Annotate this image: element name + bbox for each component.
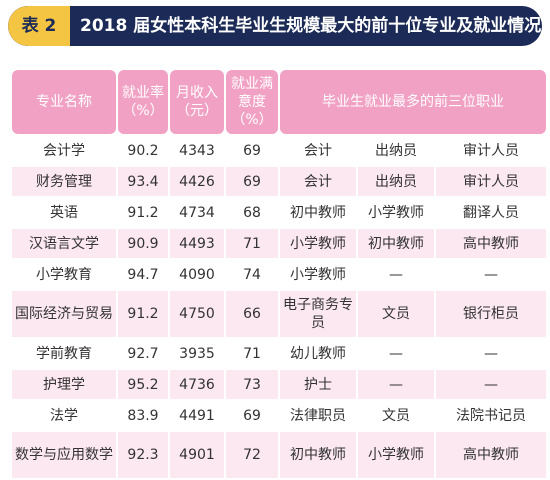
cell-occupation-2: 文员 (358, 291, 434, 337)
cell-occupation-2: — (358, 260, 434, 289)
cell-satisfaction: 71 (226, 229, 278, 258)
cell-satisfaction: 73 (226, 370, 278, 399)
cell-occupation-1: 初中教师 (280, 198, 356, 227)
cell-employment-rate: 92.3 (118, 432, 168, 478)
cell-major: 汉语言文学 (12, 229, 116, 258)
cell-employment-rate: 94.7 (118, 260, 168, 289)
table-row: 数学与应用数学 92.3 4901 72 初中教师 小学教师 高中教师 (12, 432, 546, 478)
cell-satisfaction: 68 (226, 198, 278, 227)
cell-employment-rate: 95.2 (118, 370, 168, 399)
cell-occupation-2: — (358, 370, 434, 399)
table-header-row: 专业名称 就业率（%） 月收入（元） 就业满意度（%） 毕业生就业最多的前三位职… (12, 70, 546, 134)
cell-employment-rate: 91.2 (118, 291, 168, 337)
header-top-occupations: 毕业生就业最多的前三位职业 (280, 70, 546, 134)
cell-occupation-1: 会计 (280, 167, 356, 196)
cell-major: 财务管理 (12, 167, 116, 196)
cell-major: 会计学 (12, 136, 116, 165)
cell-employment-rate: 90.9 (118, 229, 168, 258)
cell-monthly-income: 4491 (170, 401, 224, 430)
cell-occupation-1: 法律职员 (280, 401, 356, 430)
cell-occupation-3: 审计人员 (436, 167, 546, 196)
cell-satisfaction: 69 (226, 401, 278, 430)
employment-table: 专业名称 就业率（%） 月收入（元） 就业满意度（%） 毕业生就业最多的前三位职… (10, 68, 546, 480)
cell-occupation-1: 幼儿教师 (280, 339, 356, 368)
title-bar: 表 2 2018 届女性本科生毕业生规模最大的前十位专业及就业情况 (8, 6, 542, 46)
table-number-badge: 表 2 (8, 6, 70, 46)
cell-employment-rate: 93.4 (118, 167, 168, 196)
cell-satisfaction: 69 (226, 167, 278, 196)
cell-occupation-3: 银行柜员 (436, 291, 546, 337)
cell-occupation-1: 小学教师 (280, 229, 356, 258)
cell-occupation-2: 出纳员 (358, 136, 434, 165)
table-row: 护理学 95.2 4736 73 护士 — — (12, 370, 546, 399)
cell-employment-rate: 91.2 (118, 198, 168, 227)
cell-occupation-3: — (436, 339, 546, 368)
cell-major: 数学与应用数学 (12, 432, 116, 478)
cell-satisfaction: 71 (226, 339, 278, 368)
table-title: 2018 届女性本科生毕业生规模最大的前十位专业及就业情况 (80, 16, 542, 36)
cell-occupation-2: 小学教师 (358, 432, 434, 478)
cell-monthly-income: 4734 (170, 198, 224, 227)
cell-occupation-2: 初中教师 (358, 229, 434, 258)
cell-occupation-3: 审计人员 (436, 136, 546, 165)
cell-major: 英语 (12, 198, 116, 227)
header-satisfaction: 就业满意度（%） (226, 70, 278, 134)
cell-satisfaction: 74 (226, 260, 278, 289)
cell-occupation-3: 高中教师 (436, 229, 546, 258)
table-row: 国际经济与贸易 91.2 4750 66 电子商务专员 文员 银行柜员 (12, 291, 546, 337)
cell-satisfaction: 69 (226, 136, 278, 165)
cell-major: 护理学 (12, 370, 116, 399)
cell-major: 法学 (12, 401, 116, 430)
cell-monthly-income: 4750 (170, 291, 224, 337)
cell-occupation-1: 护士 (280, 370, 356, 399)
header-major: 专业名称 (12, 70, 116, 134)
cell-occupation-3: — (436, 260, 546, 289)
cell-monthly-income: 3935 (170, 339, 224, 368)
header-monthly-income: 月收入（元） (170, 70, 224, 134)
cell-monthly-income: 4343 (170, 136, 224, 165)
table-row: 法学 83.9 4491 69 法律职员 文员 法院书记员 (12, 401, 546, 430)
cell-monthly-income: 4090 (170, 260, 224, 289)
cell-occupation-3: 翻译人员 (436, 198, 546, 227)
cell-major: 小学教育 (12, 260, 116, 289)
header-employment-rate: 就业率（%） (118, 70, 168, 134)
cell-monthly-income: 4493 (170, 229, 224, 258)
cell-occupation-3: — (436, 370, 546, 399)
cell-occupation-2: — (358, 339, 434, 368)
cell-major: 学前教育 (12, 339, 116, 368)
cell-employment-rate: 83.9 (118, 401, 168, 430)
cell-employment-rate: 90.2 (118, 136, 168, 165)
cell-employment-rate: 92.7 (118, 339, 168, 368)
cell-occupation-2: 文员 (358, 401, 434, 430)
table-row: 会计学 90.2 4343 69 会计 出纳员 审计人员 (12, 136, 546, 165)
cell-occupation-1: 会计 (280, 136, 356, 165)
cell-monthly-income: 4736 (170, 370, 224, 399)
cell-major: 国际经济与贸易 (12, 291, 116, 337)
table-body: 会计学 90.2 4343 69 会计 出纳员 审计人员 财务管理 93.4 4426 69 会计 出纳… (12, 136, 546, 478)
cell-satisfaction: 72 (226, 432, 278, 478)
cell-occupation-3: 高中教师 (436, 432, 546, 478)
cell-occupation-1: 初中教师 (280, 432, 356, 478)
table-row: 财务管理 93.4 4426 69 会计 出纳员 审计人员 (12, 167, 546, 196)
table-row: 小学教育 94.7 4090 74 小学教师 — — (12, 260, 546, 289)
cell-occupation-1: 电子商务专员 (280, 291, 356, 337)
table-row: 学前教育 92.7 3935 71 幼儿教师 — — (12, 339, 546, 368)
cell-satisfaction: 66 (226, 291, 278, 337)
cell-occupation-2: 小学教师 (358, 198, 434, 227)
cell-monthly-income: 4901 (170, 432, 224, 478)
cell-occupation-1: 小学教师 (280, 260, 356, 289)
table-row: 英语 91.2 4734 68 初中教师 小学教师 翻译人员 (12, 198, 546, 227)
cell-occupation-3: 法院书记员 (436, 401, 546, 430)
cell-occupation-2: 出纳员 (358, 167, 434, 196)
cell-monthly-income: 4426 (170, 167, 224, 196)
table-row: 汉语言文学 90.9 4493 71 小学教师 初中教师 高中教师 (12, 229, 546, 258)
